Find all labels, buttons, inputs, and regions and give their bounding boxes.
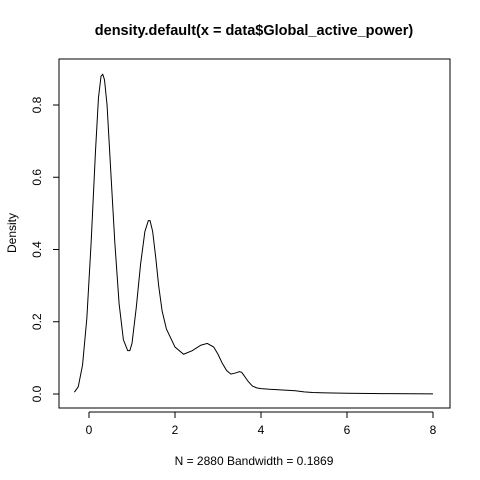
x-axis: 0 2 4 6 8 (86, 411, 437, 437)
chart-title: density.default(x = data$Global_active_p… (95, 23, 414, 39)
y-tick-label: 0.8 (30, 96, 44, 113)
plot-box (58, 58, 451, 409)
x-axis-label: N = 2880 Bandwidth = 0.1869 (175, 454, 334, 468)
y-axis-label: Density (5, 213, 19, 253)
y-tick-label: 0.4 (30, 241, 44, 258)
x-tick-label: 2 (172, 423, 179, 437)
x-tick-label: 6 (344, 423, 351, 437)
y-axis: 0.0 0.2 0.4 0.6 0.8 (30, 96, 60, 402)
x-tick-label: 0 (86, 423, 93, 437)
x-tick-label: 8 (430, 423, 437, 437)
y-tick-label: 0.0 (30, 385, 44, 402)
y-tick-label: 0.6 (30, 169, 44, 186)
y-tick-label: 0.2 (30, 313, 44, 330)
density-curve (73, 73, 434, 395)
x-tick-label: 4 (258, 423, 265, 437)
